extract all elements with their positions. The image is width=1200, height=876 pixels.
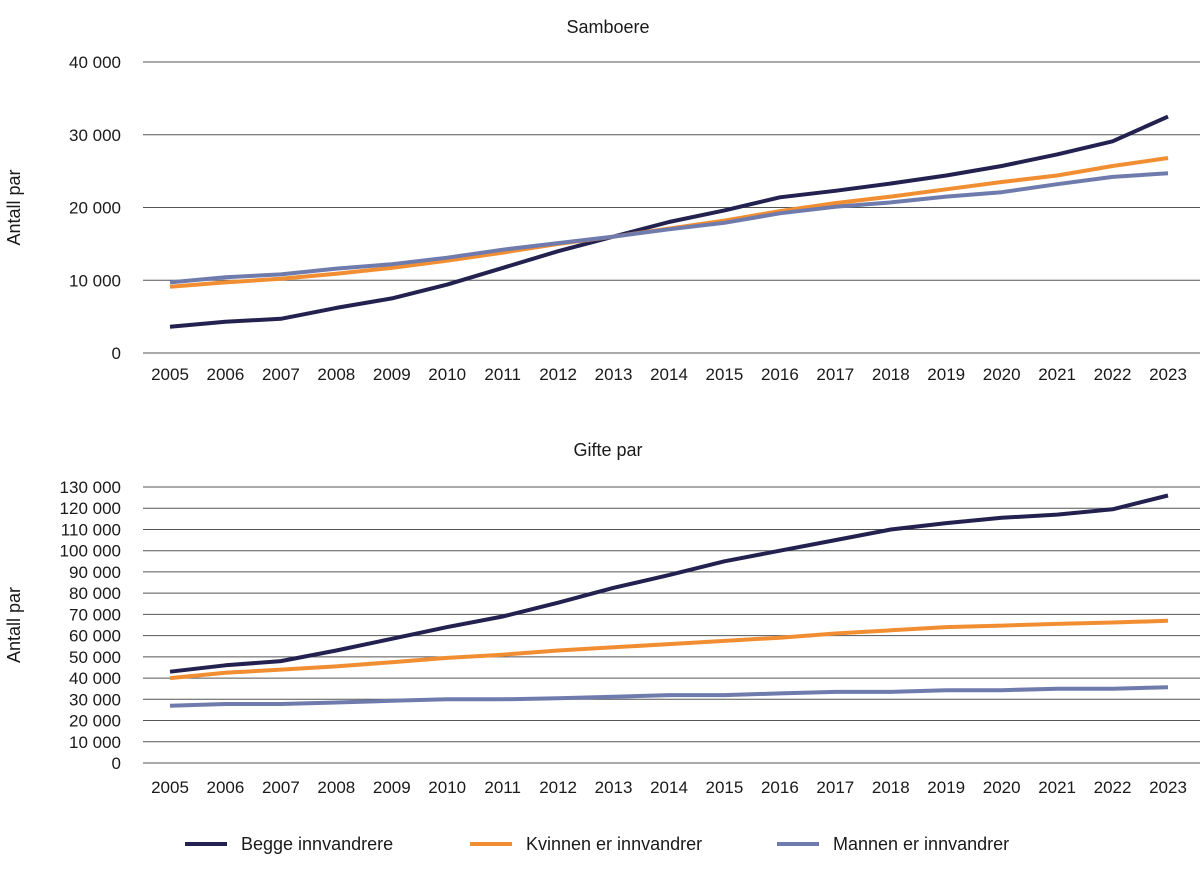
x-tick-label: 2014 — [650, 365, 688, 384]
y-tick-label: 10 000 — [69, 733, 121, 752]
y-tick-label: 30 000 — [69, 690, 121, 709]
x-tick-label: 2010 — [428, 365, 466, 384]
series-line-1 — [169, 493, 1169, 674]
x-tick-label: 2012 — [539, 778, 577, 797]
y-tick-label: 50 000 — [69, 648, 121, 667]
x-tick-label: 2013 — [595, 778, 633, 797]
x-tick-label: 2022 — [1094, 365, 1132, 384]
x-tick-label: 2017 — [816, 778, 854, 797]
legend-label: Kvinnen er innvandrer — [526, 834, 702, 854]
series-lines — [169, 493, 1169, 708]
chart-samboere: Samboere Antall par 0 10 000 20 000 30 000 40 … — [4, 17, 1200, 384]
y-tick-label: 110 000 — [61, 520, 121, 539]
y-tick-label: 0 — [112, 754, 121, 773]
y-tick-label: 30 000 — [69, 126, 121, 145]
y-tick-label: 130 000 — [60, 478, 121, 497]
x-tick-label: 2009 — [373, 365, 411, 384]
y-axis-label: Antall par — [4, 169, 24, 245]
y-tick-label: 40 000 — [69, 669, 121, 688]
x-tick-labels: 2005 2006 2007 2008 2009 2010 2011 2012 2013 2014… — [151, 365, 1187, 384]
y-tick-label: 40 000 — [69, 53, 121, 72]
x-tick-labels: 2005 2006 2007 2008 2009 2010 2011 2012 2013 2014… — [151, 778, 1187, 797]
y-axis-label: Antall par — [4, 587, 24, 663]
x-tick-label: 2007 — [262, 365, 300, 384]
x-tick-label: 2007 — [262, 778, 300, 797]
y-tick-label: 120 000 — [60, 499, 121, 518]
x-tick-label: 2016 — [761, 778, 799, 797]
x-tick-label: 2013 — [595, 365, 633, 384]
x-tick-label: 2006 — [207, 365, 245, 384]
chart-title: Gifte par — [573, 440, 642, 460]
x-tick-label: 2015 — [706, 365, 744, 384]
chart-gifte-par: Gifte par Antall par 0 10 000 20 000 30 000 40… — [4, 440, 1200, 797]
x-tick-label: 2018 — [872, 778, 910, 797]
x-tick-label: 2021 — [1038, 365, 1076, 384]
x-tick-label: 2010 — [428, 778, 466, 797]
x-tick-label: 2011 — [484, 365, 521, 384]
x-tick-label: 2019 — [927, 778, 965, 797]
x-tick-label: 2011 — [484, 778, 521, 797]
x-tick-label: 2020 — [983, 365, 1021, 384]
x-tick-label: 2012 — [539, 365, 577, 384]
y-tick-label: 20 000 — [69, 199, 121, 218]
x-tick-label: 2015 — [706, 778, 744, 797]
x-tick-label: 2005 — [151, 778, 189, 797]
series-line-2 — [169, 618, 1169, 681]
x-tick-label: 2021 — [1038, 778, 1076, 797]
legend-label: Mannen er innvandrer — [833, 834, 1009, 854]
y-tick-labels: 0 10 000 20 000 30 000 40 000 50 000 60 000 70 … — [60, 478, 121, 773]
chart-title: Samboere — [566, 17, 649, 37]
y-tick-label: 60 000 — [69, 627, 121, 646]
x-tick-label: 2008 — [317, 778, 355, 797]
y-tick-label: 90 000 — [69, 563, 121, 582]
legend-item: Kvinnen er innvandrer — [470, 834, 702, 854]
y-tick-label: 20 000 — [69, 712, 121, 731]
x-tick-label: 2006 — [207, 778, 245, 797]
series-line-3 — [169, 171, 1169, 285]
x-tick-label: 2020 — [983, 778, 1021, 797]
series-line-3 — [169, 685, 1169, 708]
y-tick-label: 0 — [112, 344, 121, 363]
x-tick-label: 2023 — [1149, 365, 1187, 384]
series-line-1 — [169, 114, 1169, 329]
y-tick-label: 100 000 — [60, 542, 121, 561]
legend-item: Begge innvandrere — [185, 834, 393, 854]
y-tick-label: 80 000 — [69, 584, 121, 603]
gridlines — [143, 486, 1200, 764]
x-tick-label: 2023 — [1149, 778, 1187, 797]
x-tick-label: 2005 — [151, 365, 189, 384]
y-tick-label: 70 000 — [69, 605, 121, 624]
y-tick-label: 10 000 — [69, 271, 121, 290]
x-tick-label: 2009 — [373, 778, 411, 797]
legend-item: Mannen er innvandrer — [777, 834, 1009, 854]
x-tick-label: 2022 — [1094, 778, 1132, 797]
x-tick-label: 2016 — [761, 365, 799, 384]
y-tick-labels: 0 10 000 20 000 30 000 40 000 — [69, 53, 121, 363]
legend: Begge innvandrere Kvinnen er innvandrer Ma… — [185, 834, 1009, 854]
x-tick-label: 2014 — [650, 778, 688, 797]
x-tick-label: 2018 — [872, 365, 910, 384]
legend-label: Begge innvandrere — [241, 834, 393, 854]
x-tick-label: 2019 — [927, 365, 965, 384]
x-tick-label: 2017 — [816, 365, 854, 384]
series-lines — [169, 114, 1169, 329]
x-tick-label: 2008 — [317, 365, 355, 384]
gridlines — [143, 61, 1200, 354]
